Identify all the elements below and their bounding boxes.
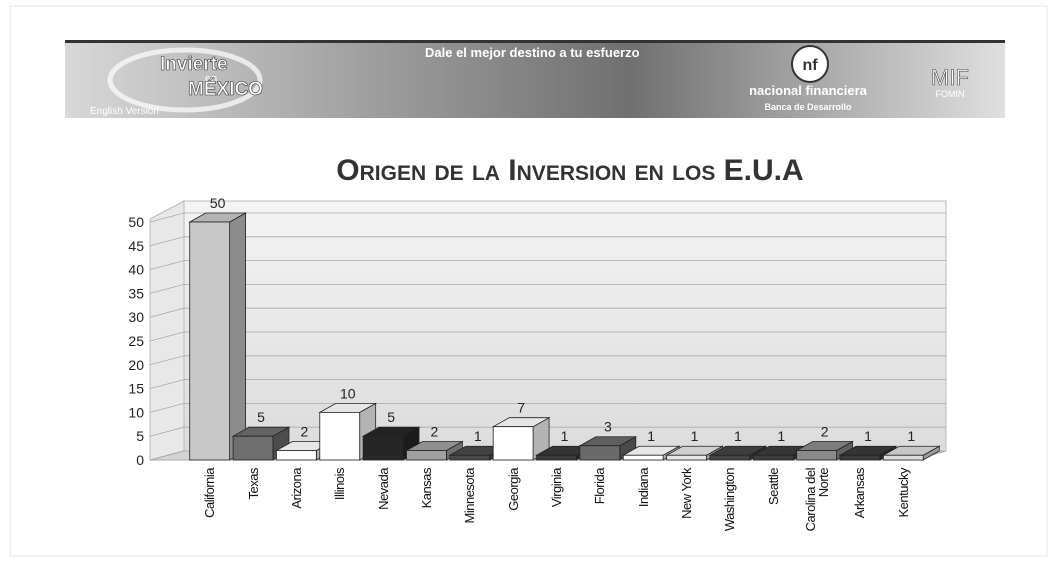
x-tick-label: Seattle	[767, 468, 780, 553]
bar	[320, 412, 360, 460]
value-label: 3	[604, 419, 612, 435]
bar	[710, 455, 750, 460]
bank-sub: Banca de Desarrollo	[764, 102, 852, 112]
bar	[276, 450, 316, 460]
x-tick-label: Florida	[593, 468, 606, 553]
bank-logo-mark: nf	[802, 57, 818, 74]
value-label: 1	[474, 428, 482, 444]
brand: Invierte	[160, 54, 228, 75]
x-tick-label: Virginia	[550, 468, 563, 553]
y-tick-label: 35	[128, 285, 144, 301]
value-label: 1	[561, 428, 569, 444]
page: Invierte en MÉXICO English Version Dale …	[0, 0, 1057, 561]
value-label: 2	[300, 423, 308, 439]
x-tick-label: Kentucky	[897, 468, 910, 553]
value-label: 1	[864, 428, 872, 444]
x-tick-label: Illinois	[333, 468, 346, 553]
y-tick-label: 10	[128, 404, 144, 420]
value-label: 5	[387, 409, 395, 425]
x-tick-label: Minnesota	[463, 468, 476, 553]
partner-logo: MIF	[931, 65, 969, 90]
bar	[580, 446, 620, 460]
bar	[623, 455, 663, 460]
x-tick-label: Texas	[247, 468, 260, 553]
value-label: 1	[691, 428, 699, 444]
y-tick-label: 50	[128, 214, 144, 230]
x-tick-label: Arizona	[290, 468, 303, 553]
x-tick-label: Washington	[723, 468, 736, 553]
bank-name: nacional financiera	[749, 83, 868, 98]
value-label: 1	[907, 428, 915, 444]
y-tick-label: 45	[128, 238, 144, 254]
x-tick-label: Carolina del Norte	[804, 468, 830, 553]
y-tick-label: 0	[136, 452, 144, 468]
x-tick-label: Nevada	[377, 468, 390, 553]
x-tick-label: California	[203, 468, 216, 553]
bar-side	[230, 213, 246, 460]
bar	[840, 455, 880, 460]
back-wall	[184, 201, 946, 451]
value-label: 2	[431, 423, 439, 439]
bar	[537, 455, 577, 460]
value-label: 1	[777, 428, 785, 444]
x-tick-label: Kansas	[420, 468, 433, 553]
bar	[450, 455, 490, 460]
bar	[797, 450, 837, 460]
bar	[667, 455, 707, 460]
y-tick-label: 20	[128, 357, 144, 373]
bar	[883, 455, 923, 460]
x-tick-label: Arkansas	[853, 468, 866, 553]
y-tick-label: 15	[128, 381, 144, 397]
slogan: Dale el mejor destino a tu esfuerzo	[425, 45, 640, 60]
version-link[interactable]: English Version	[90, 106, 159, 117]
chart-title: Origen de la Inversion en los E.U.A	[336, 154, 803, 187]
x-tick-label: New York	[680, 468, 693, 553]
y-tick-label: 5	[136, 428, 144, 444]
value-label: 1	[734, 428, 742, 444]
bar	[363, 436, 403, 460]
side-wall	[150, 201, 184, 460]
value-label: 10	[340, 385, 356, 401]
value-label: 1	[647, 428, 655, 444]
bar	[753, 455, 793, 460]
bar	[233, 436, 273, 460]
partner-logo-sub: FOMIN	[936, 89, 965, 99]
brand: MÉXICO	[188, 78, 263, 100]
x-tick-label: Georgia	[507, 468, 520, 553]
value-label: 50	[210, 195, 226, 211]
y-tick-label: 25	[128, 333, 144, 349]
value-label: 5	[257, 409, 265, 425]
bar	[190, 222, 230, 460]
value-label: 2	[821, 423, 829, 439]
bar	[406, 450, 446, 460]
x-tick-label: Indiana	[637, 468, 650, 553]
y-tick-label: 40	[128, 262, 144, 278]
value-label: 7	[517, 400, 525, 416]
banner-rule	[65, 40, 1005, 43]
y-tick-label: 30	[128, 309, 144, 325]
bar	[493, 427, 533, 460]
